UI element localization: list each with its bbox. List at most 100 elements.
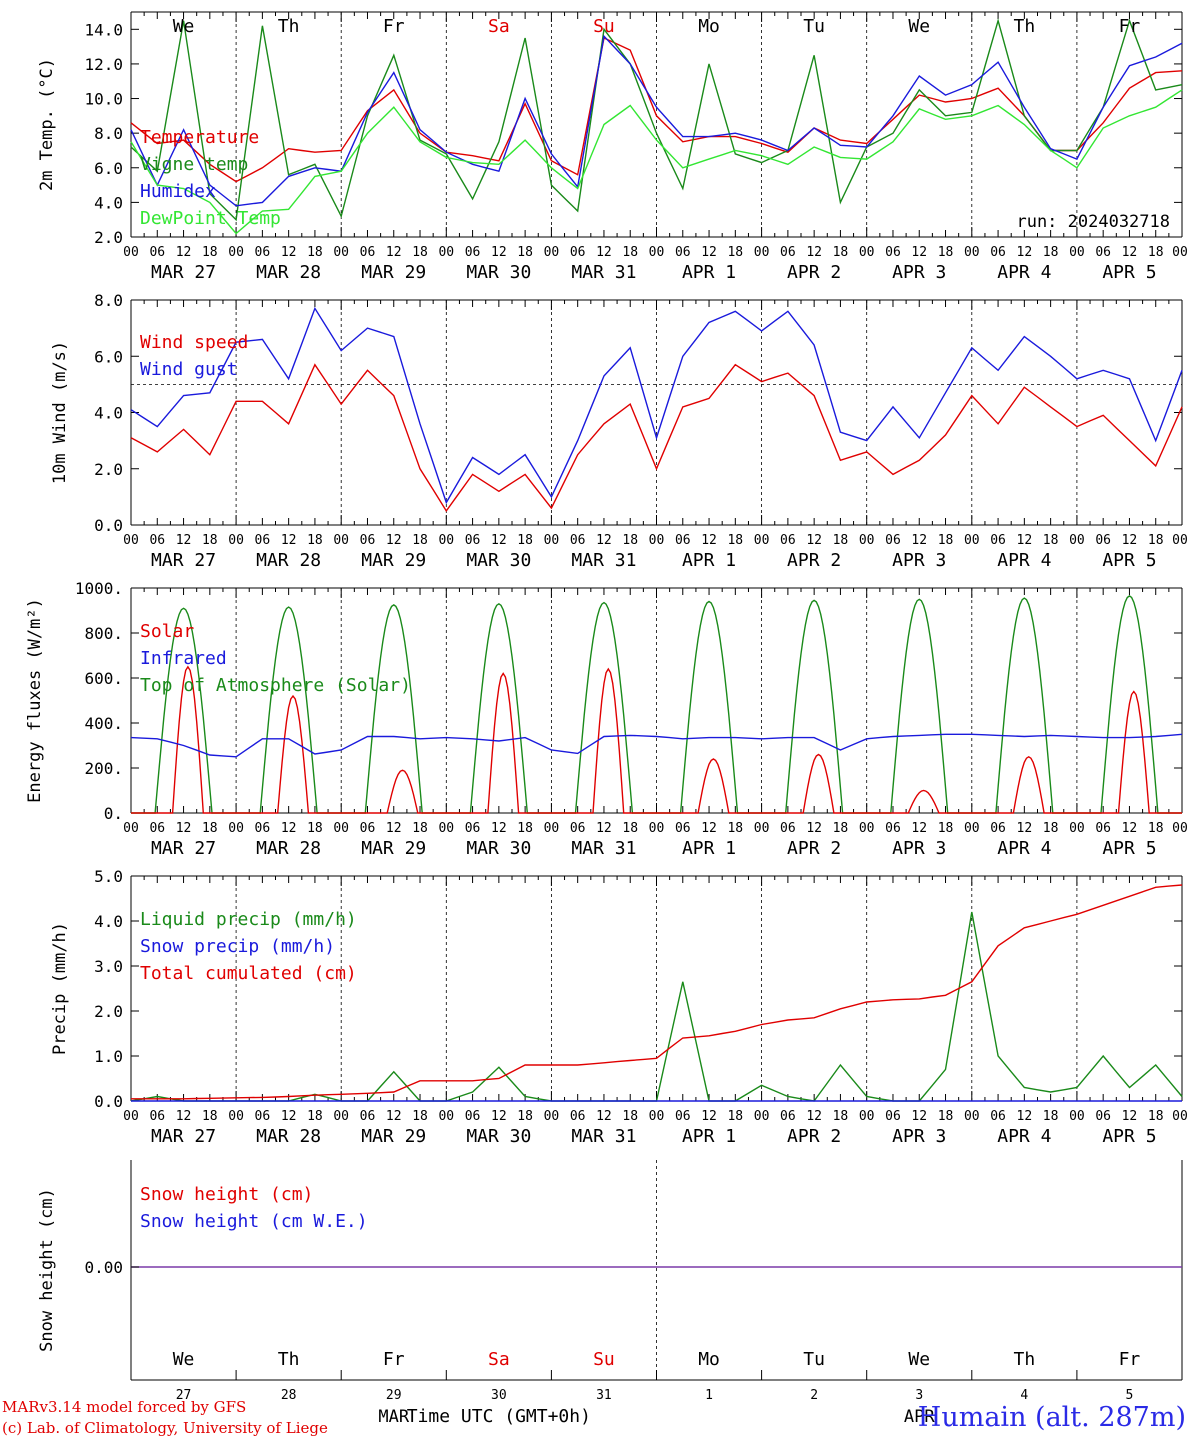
hour-tick-label: 00 bbox=[649, 533, 665, 548]
hour-tick-label: 00 bbox=[123, 821, 139, 836]
hour-tick-label: 00 bbox=[649, 821, 665, 836]
hour-tick-label: 18 bbox=[622, 533, 638, 548]
hour-tick-label: 00 bbox=[964, 1109, 980, 1124]
day-number: 31 bbox=[596, 1388, 612, 1403]
hour-tick-label: 18 bbox=[727, 245, 743, 260]
date-label: MAR 31 bbox=[571, 1126, 636, 1147]
date-label: MAR 30 bbox=[466, 262, 531, 283]
y-tick-label: 1.0 bbox=[94, 1047, 123, 1066]
legend-entry: Infrared bbox=[140, 648, 227, 669]
y-tick-label: 4.0 bbox=[94, 404, 123, 423]
hour-tick-label: 00 bbox=[228, 821, 244, 836]
hour-tick-label: 00 bbox=[333, 821, 349, 836]
day-number: 5 bbox=[1126, 1388, 1134, 1403]
hour-tick-label: 00 bbox=[1069, 821, 1085, 836]
hour-tick-label: 18 bbox=[517, 1109, 533, 1124]
hour-tick-label: 06 bbox=[990, 1109, 1006, 1124]
hour-tick-label: 00 bbox=[754, 821, 770, 836]
hour-tick-label: 12 bbox=[596, 1109, 612, 1124]
hour-tick-label: 12 bbox=[911, 1109, 927, 1124]
hour-tick-label: 18 bbox=[202, 1109, 218, 1124]
legend-entry: Snow height (cm) bbox=[140, 1184, 313, 1205]
day-number: 27 bbox=[176, 1388, 192, 1403]
lab-credit: (c) Lab. of Climatology, University of L… bbox=[2, 1419, 328, 1437]
series-line-2 bbox=[130, 34, 1183, 207]
y-axis-label: 2m Temp. (°C) bbox=[37, 58, 57, 191]
hour-tick-label: 18 bbox=[727, 1109, 743, 1124]
hour-tick-label: 00 bbox=[438, 1109, 454, 1124]
y-tick-label: 0.00 bbox=[84, 1258, 123, 1277]
hour-tick-label: 06 bbox=[570, 245, 586, 260]
hour-tick-label: 12 bbox=[1017, 1109, 1033, 1124]
hour-tick-label: 00 bbox=[1069, 533, 1085, 548]
hour-tick-label: 12 bbox=[911, 821, 927, 836]
day-number: 1 bbox=[705, 1388, 713, 1403]
hour-tick-label: 18 bbox=[1148, 1109, 1164, 1124]
legend-entry: DewPoint Temp bbox=[140, 208, 281, 229]
day-number: 29 bbox=[386, 1388, 402, 1403]
hour-tick-label: 00 bbox=[859, 1109, 875, 1124]
date-label: MAR 28 bbox=[256, 262, 321, 283]
hour-tick-label: 06 bbox=[990, 245, 1006, 260]
series-line-1 bbox=[130, 733, 1183, 758]
hour-tick-label: 06 bbox=[1095, 245, 1111, 260]
date-label: MAR 29 bbox=[361, 550, 426, 571]
hour-tick-label: 12 bbox=[491, 1109, 507, 1124]
hour-tick-label: 12 bbox=[1122, 533, 1138, 548]
hour-tick-label: 06 bbox=[149, 821, 165, 836]
hour-tick-label: 06 bbox=[255, 821, 271, 836]
legend-entry: Liquid precip (mm/h) bbox=[140, 909, 357, 930]
hour-tick-label: 18 bbox=[1043, 821, 1059, 836]
hour-tick-label: 12 bbox=[1122, 245, 1138, 260]
day-name: Sa bbox=[488, 16, 510, 37]
hour-tick-label: 12 bbox=[806, 533, 822, 548]
date-label: MAR 29 bbox=[361, 1126, 426, 1147]
hour-tick-label: 00 bbox=[1172, 1109, 1188, 1124]
date-label: APR 2 bbox=[787, 262, 841, 283]
date-label: APR 4 bbox=[997, 262, 1051, 283]
date-label: MAR 30 bbox=[466, 1126, 531, 1147]
y-tick-label: 8.0 bbox=[94, 124, 123, 143]
legend-entry: Solar bbox=[140, 621, 194, 642]
hour-tick-label: 00 bbox=[544, 821, 560, 836]
y-tick-label: 6.0 bbox=[94, 347, 123, 366]
hour-tick-label: 12 bbox=[701, 821, 717, 836]
hour-tick-label: 18 bbox=[938, 1109, 954, 1124]
hour-tick-label: 00 bbox=[544, 1109, 560, 1124]
hour-tick-label: 06 bbox=[780, 1109, 796, 1124]
hour-tick-label: 12 bbox=[491, 533, 507, 548]
hour-tick-label: 00 bbox=[123, 1109, 139, 1124]
day-number: 28 bbox=[281, 1388, 297, 1403]
legend-entry: Vigne temp bbox=[140, 154, 248, 175]
model-credit: MARv3.14 model forced by GFS bbox=[2, 1398, 247, 1416]
hour-tick-label: 00 bbox=[754, 245, 770, 260]
y-tick-label: 10.0 bbox=[84, 90, 123, 109]
date-label: APR 5 bbox=[1102, 550, 1156, 571]
hour-tick-label: 06 bbox=[570, 533, 586, 548]
hour-tick-label: 12 bbox=[596, 821, 612, 836]
hour-tick-label: 06 bbox=[675, 821, 691, 836]
date-label: APR 2 bbox=[787, 1126, 841, 1147]
hour-tick-label: 00 bbox=[333, 533, 349, 548]
hour-tick-label: 18 bbox=[1148, 533, 1164, 548]
hour-tick-label: 00 bbox=[1172, 533, 1188, 548]
series-line-1 bbox=[130, 18, 1183, 222]
day-name: Mo bbox=[698, 16, 720, 37]
series-line-0 bbox=[130, 363, 1183, 513]
legend-entry: Snow precip (mm/h) bbox=[140, 936, 335, 957]
series-line-2 bbox=[131, 884, 1183, 1100]
y-tick-label: 800. bbox=[84, 624, 123, 643]
day-name: Fr bbox=[383, 16, 405, 37]
y-tick-label: 400. bbox=[84, 714, 123, 733]
hour-tick-label: 12 bbox=[281, 533, 297, 548]
day-name: Fr bbox=[383, 1349, 405, 1370]
hour-tick-label: 06 bbox=[990, 533, 1006, 548]
hour-tick-label: 12 bbox=[386, 821, 402, 836]
day-name: Th bbox=[278, 16, 300, 37]
hour-tick-label: 18 bbox=[412, 1109, 428, 1124]
y-tick-label: 4.0 bbox=[94, 193, 123, 212]
hour-tick-label: 18 bbox=[622, 1109, 638, 1124]
series-line-0 bbox=[130, 36, 1183, 183]
hour-tick-label: 18 bbox=[1043, 533, 1059, 548]
